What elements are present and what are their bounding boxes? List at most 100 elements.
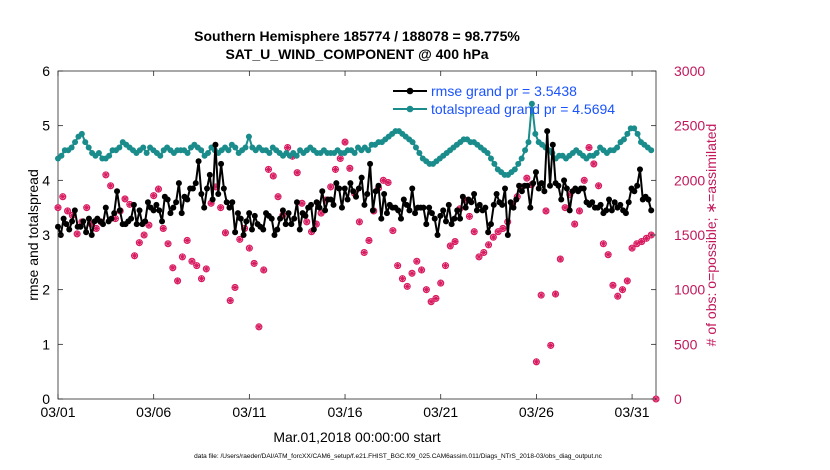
rmse-point xyxy=(445,201,452,208)
obs-assimilated-marker xyxy=(59,193,66,200)
obs-assimilated-marker xyxy=(236,236,243,243)
rmse-point xyxy=(516,182,523,189)
rmse-point xyxy=(558,196,565,203)
rmse-point xyxy=(88,232,95,238)
spread-point xyxy=(198,147,205,154)
rmse-point xyxy=(608,207,615,214)
obs-assimilated-marker xyxy=(169,264,177,271)
obs-assimilated-marker xyxy=(274,193,282,200)
rmse-point xyxy=(361,201,368,208)
rmse-point xyxy=(204,185,211,192)
spread-point xyxy=(365,147,372,154)
spread-point xyxy=(82,139,89,146)
obs-assimilated-marker xyxy=(88,220,95,228)
obs-assimilated-marker xyxy=(303,218,310,226)
rmse-point xyxy=(459,193,466,200)
y-right-tick-label: 500 xyxy=(674,336,698,352)
y-left-tick-label: 3 xyxy=(42,227,50,243)
obs-assimilated-marker xyxy=(485,241,492,249)
spread-point xyxy=(511,166,518,173)
spread-point xyxy=(416,150,423,156)
obs-assimilated-marker xyxy=(327,183,334,191)
obs-assimilated-marker xyxy=(566,191,574,198)
rmse-point xyxy=(437,212,444,219)
obs-assimilated-marker xyxy=(121,195,129,203)
rmse-point xyxy=(631,188,638,195)
obs-assimilated-marker xyxy=(633,240,641,247)
spread-point xyxy=(351,150,358,156)
rmse-point xyxy=(381,191,388,197)
rmse-point xyxy=(454,207,461,214)
obs-assimilated-marker xyxy=(69,212,76,219)
rmse-point xyxy=(170,204,177,211)
obs-assimilated-marker xyxy=(255,323,263,331)
rmse-point xyxy=(490,201,497,208)
x-tick-label: 03/06 xyxy=(136,404,171,420)
obs-assimilated-marker xyxy=(102,171,110,179)
rmse-point xyxy=(403,201,410,208)
spread-point xyxy=(106,152,113,159)
x-ticks: 03/01 03/06 03/11 03/16 03/21 03/26 03/31 xyxy=(40,71,650,420)
spread-point xyxy=(72,139,79,146)
rmse-point xyxy=(625,199,632,206)
spread-point xyxy=(634,130,641,137)
rmse-point xyxy=(648,207,655,214)
obs-assimilated-marker xyxy=(466,213,473,220)
rmse-point xyxy=(563,185,570,192)
spread-point xyxy=(140,144,147,151)
rmse-point xyxy=(442,218,449,225)
legend-spread-label: totalspread grand pr = 4.5694 xyxy=(431,101,615,117)
obs-assimilated-marker xyxy=(279,212,287,219)
obs-assimilated-marker xyxy=(83,204,90,211)
rmse-point xyxy=(189,185,196,192)
rmse-point xyxy=(347,180,354,187)
obs-assimilated-marker xyxy=(298,200,306,207)
obs-assimilated-marker xyxy=(576,207,583,215)
spread-point xyxy=(487,155,494,162)
rmse-point xyxy=(473,207,480,214)
rmse-point xyxy=(457,215,464,222)
rmse-point xyxy=(277,215,284,222)
obs-assimilated-marker xyxy=(131,252,138,259)
obs-assimilated-marker xyxy=(471,228,478,235)
rmse-point xyxy=(367,160,374,167)
spread-point xyxy=(85,144,92,151)
obs-assimilated-marker xyxy=(160,225,167,232)
rmse-point xyxy=(114,188,121,195)
rmse-point xyxy=(192,180,199,187)
y-right-tick-label: 2500 xyxy=(674,118,705,134)
rmse-point xyxy=(462,204,469,211)
spread-point xyxy=(620,136,627,143)
rmse-point xyxy=(215,191,222,197)
rmse-point xyxy=(597,201,604,208)
rmse-point xyxy=(246,210,253,217)
rmse-point xyxy=(507,199,514,206)
obs-assimilated-marker xyxy=(231,284,239,291)
rmse-point xyxy=(535,185,542,192)
obs-assimilated-marker xyxy=(107,182,114,189)
obs-assimilated-marker xyxy=(442,262,449,269)
spread-point xyxy=(528,100,535,107)
rmse-point xyxy=(330,201,337,208)
obs-assimilated-marker xyxy=(499,225,507,232)
obs-assimilated-marker xyxy=(308,228,315,235)
rmse-point xyxy=(440,207,447,214)
rmse-point xyxy=(198,191,205,197)
x-tick-label: 03/26 xyxy=(519,404,554,420)
rmse-point xyxy=(409,185,416,192)
obs-assimilated-marker xyxy=(389,227,397,234)
rmse-point xyxy=(426,204,433,211)
spread-point xyxy=(205,150,212,156)
spread-point xyxy=(242,144,249,151)
y-left-axis-label: rmse and totalspread xyxy=(25,169,41,301)
obs-assimilated-marker xyxy=(404,283,411,290)
data-file-footer: data file: /Users/raeder/DAI/ATM_forcXX/… xyxy=(194,453,603,460)
spread-point xyxy=(116,144,123,151)
rmse-point xyxy=(133,221,140,228)
rmse-point xyxy=(333,180,340,187)
rmse-point xyxy=(423,221,430,228)
rmse-point xyxy=(502,185,509,192)
rmse-point xyxy=(341,185,348,192)
obs-assimilated-marker xyxy=(619,286,626,293)
rmse-point xyxy=(524,182,531,189)
